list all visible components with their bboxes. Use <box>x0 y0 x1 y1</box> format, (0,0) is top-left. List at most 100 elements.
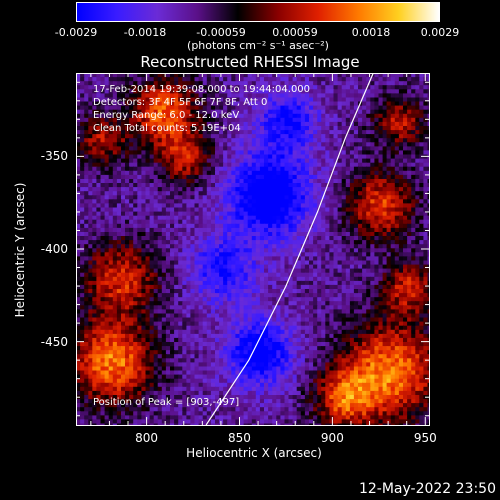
heatmap-cell <box>121 187 126 192</box>
heatmap-cell <box>255 232 261 237</box>
heatmap-cell <box>84 179 90 184</box>
heatmap-cell <box>178 252 184 258</box>
heatmap-cell <box>206 105 212 111</box>
heatmap-cell <box>186 293 192 298</box>
heatmap-cell <box>170 195 175 201</box>
heatmap-cell <box>194 174 200 180</box>
heatmap-cell <box>382 130 388 135</box>
heatmap-cell <box>353 162 359 168</box>
heatmap-cell <box>362 93 367 99</box>
heatmap-cell <box>174 305 179 311</box>
heatmap-cell <box>243 244 249 250</box>
heatmap-cell <box>345 268 351 274</box>
heatmap-cell <box>141 199 147 205</box>
heatmap-cell <box>182 191 188 197</box>
heatmap-cell <box>300 170 306 176</box>
heatmap-cell <box>386 244 392 250</box>
heatmap-cell <box>141 179 147 184</box>
heatmap-cell <box>76 236 81 241</box>
heatmap-cell <box>88 101 94 107</box>
heatmap-cell <box>202 215 208 221</box>
heatmap-cell <box>247 260 253 266</box>
heatmap-cell <box>403 187 408 192</box>
heatmap-cell <box>227 256 233 262</box>
heatmap-cell <box>243 289 249 294</box>
heatmap-cell <box>112 77 118 82</box>
heatmap-cell <box>317 77 323 82</box>
heatmap-cell <box>325 248 331 254</box>
heatmap-cell <box>317 101 323 107</box>
heatmap-cell <box>198 203 204 209</box>
heatmap-cell <box>398 293 404 298</box>
heatmap-cell <box>137 89 143 95</box>
heatmap-cell <box>325 154 331 160</box>
heatmap-cell <box>411 142 417 148</box>
heatmap-cell <box>411 293 417 298</box>
heatmap-cell <box>231 240 237 245</box>
heatmap-cell <box>198 244 204 250</box>
heatmap-cell <box>321 166 327 172</box>
heatmap-cell <box>296 81 302 87</box>
heatmap-cell <box>219 187 224 192</box>
heatmap-cell <box>161 211 167 217</box>
heatmap-cell <box>280 89 286 95</box>
heatmap-cell <box>100 73 106 78</box>
heatmap-cell <box>219 293 224 298</box>
heatmap-cell <box>206 252 212 258</box>
heatmap-cell <box>288 73 294 78</box>
heatmap-cell <box>137 301 143 307</box>
heatmap-cell <box>108 223 114 229</box>
heatmap-cell <box>108 126 114 131</box>
heatmap-cell <box>112 252 118 258</box>
heatmap-cell <box>415 146 421 152</box>
heatmap-cell <box>157 280 163 286</box>
heatmap-cell <box>259 199 265 205</box>
heatmap-cell <box>386 272 392 278</box>
heatmap-cell <box>210 289 216 294</box>
heatmap-cell <box>170 126 175 131</box>
heatmap-cell <box>353 183 359 188</box>
heatmap-cell <box>210 179 216 184</box>
heatmap-cell <box>129 150 134 156</box>
heatmap-cell <box>329 268 335 274</box>
heatmap-cell <box>210 280 216 286</box>
heatmap-cell <box>104 93 110 99</box>
heatmap-cell <box>300 289 306 294</box>
heatmap-cell <box>149 236 155 241</box>
heatmap-cell <box>353 232 359 237</box>
heatmap-cell <box>386 150 392 156</box>
heatmap-cell <box>80 203 85 209</box>
heatmap-cell <box>133 211 139 217</box>
heatmap-cell <box>386 219 392 225</box>
heatmap-cell <box>296 154 302 160</box>
heatmap-cell <box>362 126 367 131</box>
heatmap-cell <box>374 203 380 209</box>
heatmap-cell <box>292 105 298 111</box>
heatmap-cell <box>321 203 327 209</box>
heatmap-cell <box>292 183 298 188</box>
heatmap-cell <box>325 219 331 225</box>
heatmap-cell <box>165 81 171 87</box>
heatmap-cell <box>100 134 106 139</box>
heatmap-cell <box>235 289 241 294</box>
heatmap-cell <box>121 183 126 188</box>
heatmap-cell <box>411 248 417 254</box>
heatmap-cell <box>198 284 204 290</box>
heatmap-cell <box>251 264 257 270</box>
heatmap-cell <box>374 199 380 205</box>
heatmap-cell <box>321 236 327 241</box>
heatmap-cell <box>309 244 314 250</box>
heatmap-cell <box>374 130 380 135</box>
heatmap-cell <box>288 276 294 282</box>
heatmap-cell <box>100 260 106 266</box>
heatmap-cell <box>165 248 171 254</box>
heatmap-cell <box>251 142 257 148</box>
heatmap-cell <box>296 73 302 78</box>
heatmap-cell <box>96 162 102 168</box>
heatmap-cell <box>92 183 98 188</box>
heatmap-cell <box>341 93 347 99</box>
heatmap-cell <box>398 183 404 188</box>
heatmap-cell <box>398 187 404 192</box>
heatmap-cell <box>398 301 404 307</box>
heatmap-cell <box>272 154 278 160</box>
